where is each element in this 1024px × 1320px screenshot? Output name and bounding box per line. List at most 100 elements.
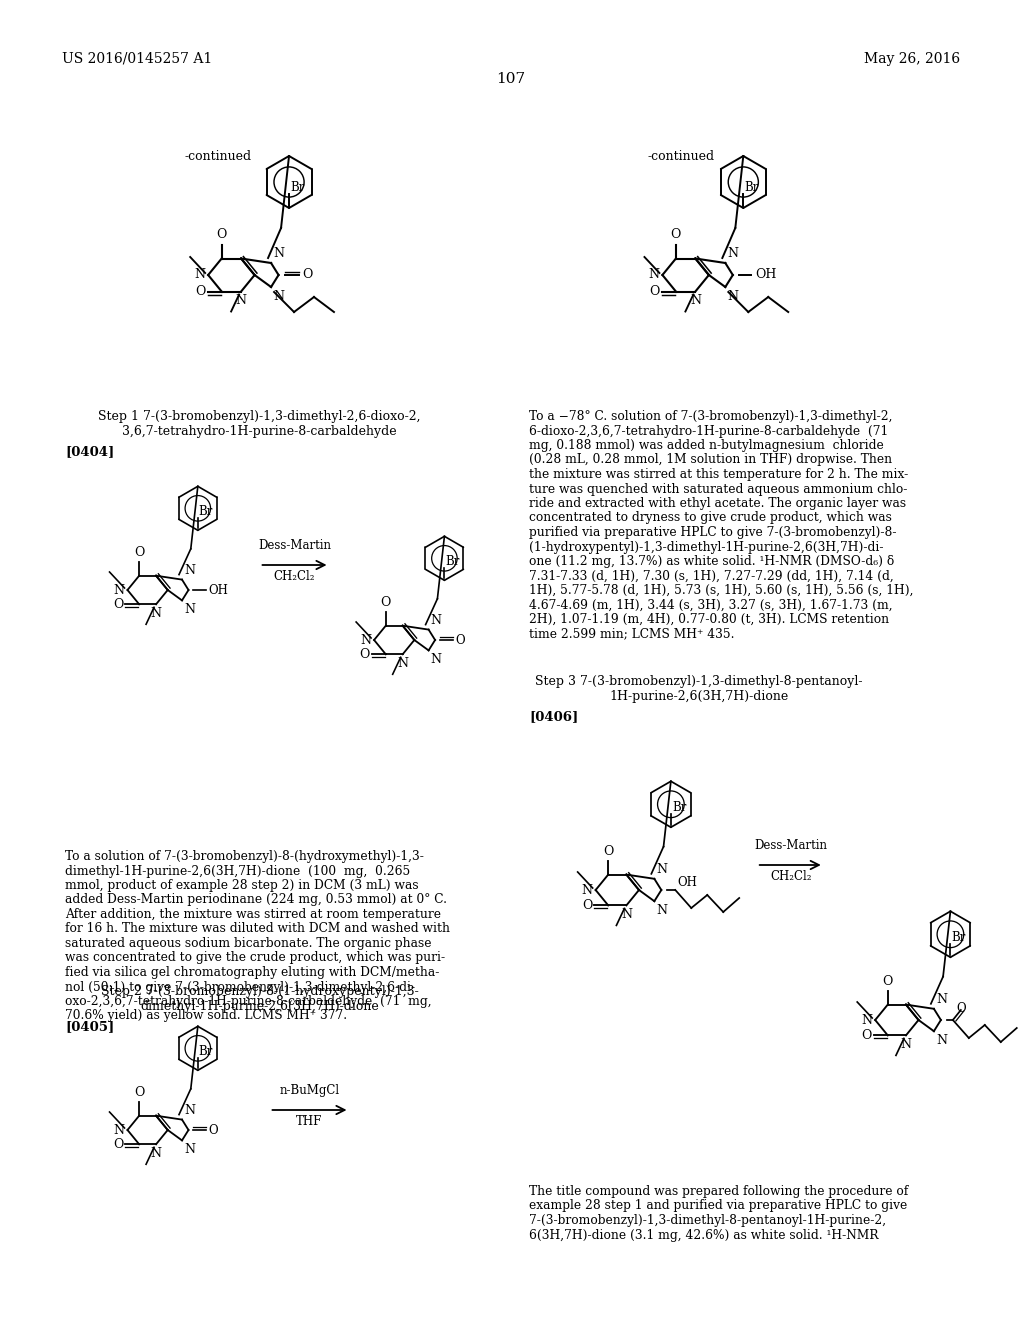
- Text: Br: Br: [290, 181, 304, 194]
- Text: OH: OH: [755, 268, 776, 281]
- Text: O: O: [113, 598, 123, 611]
- Text: N: N: [184, 564, 195, 577]
- Text: N: N: [431, 653, 441, 667]
- Text: O: O: [134, 545, 144, 558]
- Text: Br: Br: [951, 932, 966, 944]
- Text: N: N: [727, 290, 738, 304]
- Text: oxo-2,3,6,7-tetrahydro-1H-purine-8-carbaldehyde  (71  mg,: oxo-2,3,6,7-tetrahydro-1H-purine-8-carba…: [65, 995, 431, 1008]
- Text: 6(3H,7H)-dione (3.1 mg, 42.6%) as white solid. ¹H-NMR: 6(3H,7H)-dione (3.1 mg, 42.6%) as white …: [529, 1229, 879, 1242]
- Text: To a −78° C. solution of 7-(3-bromobenzyl)-1,3-dimethyl-2,: To a −78° C. solution of 7-(3-bromobenzy…: [529, 411, 893, 422]
- Text: (1-hydroxypentyl)-1,3-dimethyl-1H-purine-2,6(3H,7H)-di-: (1-hydroxypentyl)-1,3-dimethyl-1H-purine…: [529, 540, 884, 553]
- Text: N: N: [936, 1034, 947, 1047]
- Text: -continued: -continued: [647, 150, 715, 162]
- Text: O: O: [359, 648, 370, 661]
- Text: Dess-Martin: Dess-Martin: [258, 539, 331, 552]
- Text: dimethyl-1H-purine-2,6(3H,7H)-dione: dimethyl-1H-purine-2,6(3H,7H)-dione: [140, 1001, 379, 1012]
- Text: Br: Br: [199, 506, 213, 517]
- Text: N: N: [273, 290, 284, 304]
- Text: 4.67-4.69 (m, 1H), 3.44 (s, 3H), 3.27 (s, 3H), 1.67-1.73 (m,: 4.67-4.69 (m, 1H), 3.44 (s, 3H), 3.27 (s…: [529, 598, 893, 611]
- Text: N: N: [727, 247, 738, 260]
- Text: Dess-Martin: Dess-Martin: [755, 840, 827, 851]
- Text: OH: OH: [677, 875, 697, 888]
- Text: N: N: [690, 294, 700, 308]
- Text: N: N: [114, 1123, 125, 1137]
- Text: O: O: [883, 974, 893, 987]
- Text: Br: Br: [199, 1045, 213, 1059]
- Text: time 2.599 min; LCMS MH⁺ 435.: time 2.599 min; LCMS MH⁺ 435.: [529, 627, 734, 640]
- Text: N: N: [431, 614, 441, 627]
- Text: Br: Br: [445, 554, 460, 568]
- Text: THF: THF: [296, 1115, 323, 1129]
- Text: 6-dioxo-2,3,6,7-tetrahydro-1H-purine-8-carbaldehyde  (71: 6-dioxo-2,3,6,7-tetrahydro-1H-purine-8-c…: [529, 425, 889, 437]
- Text: After addition, the mixture was stirred at room temperature: After addition, the mixture was stirred …: [65, 908, 441, 921]
- Text: 70.6% yield) as yellow solid. LCMS MH⁺ 377.: 70.6% yield) as yellow solid. LCMS MH⁺ 3…: [65, 1010, 347, 1023]
- Text: 7-(3-bromobenzyl)-1,3-dimethyl-8-pentanoyl-1H-purine-2,: 7-(3-bromobenzyl)-1,3-dimethyl-8-pentano…: [529, 1214, 886, 1228]
- Text: 1H), 5.77-5.78 (d, 1H), 5.73 (s, 1H), 5.60 (s, 1H), 5.56 (s, 1H),: 1H), 5.77-5.78 (d, 1H), 5.73 (s, 1H), 5.…: [529, 583, 913, 597]
- Text: O: O: [134, 1085, 144, 1098]
- Text: Br: Br: [672, 801, 686, 814]
- Text: one (11.2 mg, 13.7%) as white solid. ¹H-NMR (DMSO-d₆) δ: one (11.2 mg, 13.7%) as white solid. ¹H-…: [529, 554, 894, 568]
- Text: CH₂Cl₂: CH₂Cl₂: [770, 870, 811, 883]
- Text: mmol, product of example 28 step 2) in DCM (3 mL) was: mmol, product of example 28 step 2) in D…: [65, 879, 419, 892]
- Text: example 28 step 1 and purified via preparative HPLC to give: example 28 step 1 and purified via prepa…: [529, 1200, 907, 1213]
- Text: dimethyl-1H-purine-2,6(3H,7H)-dione  (100  mg,  0.265: dimethyl-1H-purine-2,6(3H,7H)-dione (100…: [65, 865, 411, 878]
- Text: for 16 h. The mixture was diluted with DCM and washed with: for 16 h. The mixture was diluted with D…: [65, 923, 450, 936]
- Text: Step 2 7-(3-bromobenzyl)-8-(1-hydroxypentyl)-1,3-: Step 2 7-(3-bromobenzyl)-8-(1-hydroxypen…: [100, 985, 419, 998]
- Text: N: N: [900, 1039, 911, 1052]
- Text: N: N: [648, 268, 659, 281]
- Text: Step 3 7-(3-bromobenzyl)-1,3-dimethyl-8-pentanoyl-: Step 3 7-(3-bromobenzyl)-1,3-dimethyl-8-…: [536, 675, 862, 688]
- Text: [0404]: [0404]: [65, 445, 114, 458]
- Text: N: N: [184, 1104, 195, 1117]
- Text: O: O: [582, 899, 592, 912]
- Text: N: N: [151, 1147, 162, 1160]
- Text: CH₂Cl₂: CH₂Cl₂: [273, 570, 315, 583]
- Text: [0406]: [0406]: [529, 710, 579, 723]
- Text: 1H-purine-2,6(3H,7H)-dione: 1H-purine-2,6(3H,7H)-dione: [609, 690, 788, 704]
- Text: fied via silica gel chromatography eluting with DCM/metha-: fied via silica gel chromatography eluti…: [65, 966, 439, 979]
- Text: 107: 107: [497, 73, 525, 86]
- Text: Step 1 7-(3-bromobenzyl)-1,3-dimethyl-2,6-dioxo-2,: Step 1 7-(3-bromobenzyl)-1,3-dimethyl-2,…: [98, 411, 421, 422]
- Text: To a solution of 7-(3-bromobenzyl)-8-(hydroxymethyl)-1,3-: To a solution of 7-(3-bromobenzyl)-8-(hy…: [65, 850, 424, 863]
- Text: added Dess-Martin periodinane (224 mg, 0.53 mmol) at 0° C.: added Dess-Martin periodinane (224 mg, 0…: [65, 894, 446, 907]
- Text: ride and extracted with ethyl acetate. The organic layer was: ride and extracted with ethyl acetate. T…: [529, 498, 906, 510]
- Text: n-BuMgCl: n-BuMgCl: [280, 1084, 340, 1097]
- Text: ture was quenched with saturated aqueous ammonium chlo-: ture was quenched with saturated aqueous…: [529, 483, 907, 495]
- Text: [0405]: [0405]: [65, 1020, 114, 1034]
- Text: O: O: [861, 1028, 871, 1041]
- Text: mg, 0.188 mmol) was added n-butylmagnesium  chloride: mg, 0.188 mmol) was added n-butylmagnesi…: [529, 440, 884, 451]
- Text: the mixture was stirred at this temperature for 2 h. The mix-: the mixture was stirred at this temperat…: [529, 469, 908, 480]
- Text: OH: OH: [209, 583, 228, 597]
- Text: (0.28 mL, 0.28 mmol, 1M solution in THF) dropwise. Then: (0.28 mL, 0.28 mmol, 1M solution in THF)…: [529, 454, 892, 466]
- Text: N: N: [936, 993, 947, 1006]
- Text: O: O: [381, 595, 391, 609]
- Text: N: N: [360, 634, 371, 647]
- Text: N: N: [861, 1014, 872, 1027]
- Text: O: O: [956, 1002, 967, 1015]
- Text: 2H), 1.07-1.19 (m, 4H), 0.77-0.80 (t, 3H). LCMS retention: 2H), 1.07-1.19 (m, 4H), 0.77-0.80 (t, 3H…: [529, 612, 889, 626]
- Text: O: O: [216, 228, 227, 242]
- Text: N: N: [114, 583, 125, 597]
- Text: N: N: [397, 657, 409, 671]
- Text: -continued: -continued: [184, 150, 251, 162]
- Text: saturated aqueous sodium bicarbonate. The organic phase: saturated aqueous sodium bicarbonate. Th…: [65, 937, 431, 950]
- Text: Br: Br: [744, 181, 759, 194]
- Text: O: O: [113, 1138, 123, 1151]
- Text: concentrated to dryness to give crude product, which was: concentrated to dryness to give crude pr…: [529, 511, 892, 524]
- Text: 3,6,7-tetrahydro-1H-purine-8-carbaldehyde: 3,6,7-tetrahydro-1H-purine-8-carbaldehyd…: [122, 425, 397, 438]
- Text: N: N: [656, 904, 668, 917]
- Text: nol (50:1) to give 7-(3-bromobenzyl)-1,3-dimethyl-2,6-di-: nol (50:1) to give 7-(3-bromobenzyl)-1,3…: [65, 981, 415, 994]
- Text: O: O: [603, 845, 613, 858]
- Text: O: O: [649, 285, 659, 298]
- Text: O: O: [209, 1123, 218, 1137]
- Text: 7.31-7.33 (d, 1H), 7.30 (s, 1H), 7.27-7.29 (dd, 1H), 7.14 (d,: 7.31-7.33 (d, 1H), 7.30 (s, 1H), 7.27-7.…: [529, 569, 894, 582]
- Text: N: N: [656, 863, 668, 875]
- Text: US 2016/0145257 A1: US 2016/0145257 A1: [61, 51, 212, 66]
- Text: May 26, 2016: May 26, 2016: [864, 51, 961, 66]
- Text: N: N: [184, 1143, 195, 1156]
- Text: was concentrated to give the crude product, which was puri-: was concentrated to give the crude produ…: [65, 952, 445, 965]
- Text: N: N: [236, 294, 247, 308]
- Text: O: O: [302, 268, 313, 281]
- Text: O: O: [671, 228, 681, 242]
- Text: N: N: [621, 908, 632, 921]
- Text: O: O: [196, 285, 206, 298]
